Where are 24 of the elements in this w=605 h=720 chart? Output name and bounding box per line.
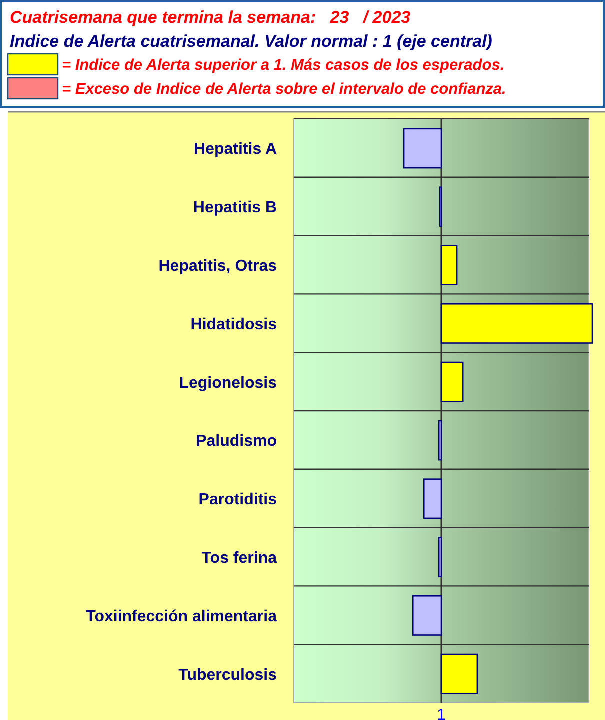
text: = Indice de Alerta superior a 1. Más casos de los esperados. bbox=[62, 57, 505, 74]
bar bbox=[403, 128, 442, 169]
y-tick-label: Legionelosis bbox=[179, 374, 278, 392]
bar bbox=[440, 245, 458, 286]
y-tick-label: Tos ferina bbox=[202, 550, 278, 567]
y-tick-label: Parotiditis bbox=[198, 492, 278, 509]
text: Indice de Alerta cuatrisemanal. Valor normal : 1 (eje central) bbox=[10, 32, 493, 51]
bar bbox=[440, 303, 594, 344]
y-tick-label: Hepatitis B bbox=[193, 200, 277, 217]
y-tick-label: Hepatitis, Otras bbox=[158, 258, 278, 275]
y-tick-label: Paludismo bbox=[196, 433, 278, 450]
text: Cuatrisemana que termina la semana: 23 / 2023 bbox=[10, 8, 412, 27]
y-tick-label: Tuberculosis bbox=[178, 666, 278, 684]
y-tick-label: Toxiinfección alimentaria bbox=[86, 608, 278, 626]
y-tick-label: Hepatitis A bbox=[194, 141, 278, 158]
y-tick-label: Hidatidosis bbox=[190, 316, 278, 334]
legend-label: = Exceso de Indice de Alerta sobre el intervalo de confianza. bbox=[62, 81, 506, 98]
bar bbox=[440, 362, 464, 402]
bar bbox=[412, 595, 442, 636]
text: 1 bbox=[437, 707, 446, 720]
bar bbox=[440, 654, 478, 694]
bar bbox=[438, 537, 442, 578]
bar bbox=[438, 420, 442, 461]
bar bbox=[423, 478, 442, 520]
